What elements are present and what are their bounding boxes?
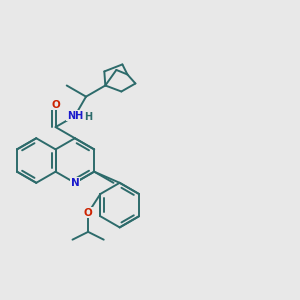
- Text: H: H: [84, 112, 92, 122]
- Text: N: N: [70, 178, 79, 188]
- Text: O: O: [51, 100, 60, 110]
- Text: NH: NH: [67, 111, 83, 121]
- Text: O: O: [84, 208, 92, 218]
